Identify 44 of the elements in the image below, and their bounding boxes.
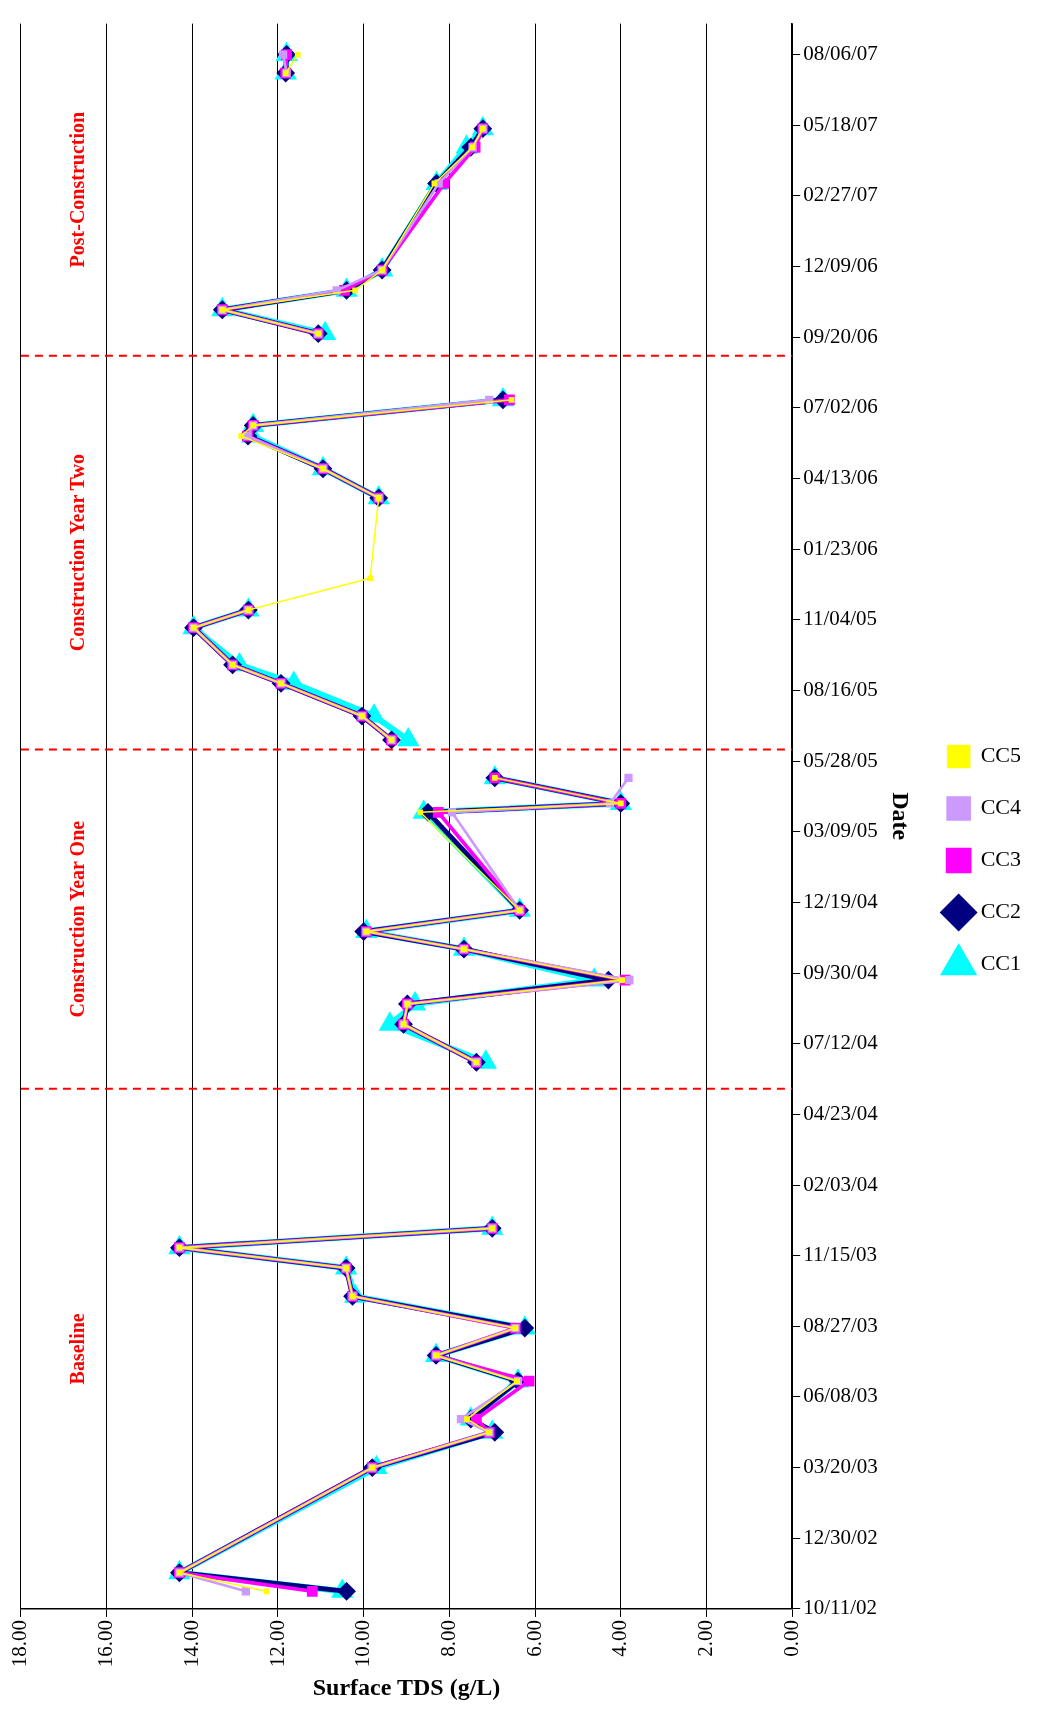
y-tick-label: 05/18/07: [803, 111, 878, 136]
x-tick-label: 0.00: [778, 1619, 803, 1657]
y-tick-label: 02/27/07: [803, 182, 878, 207]
x-tick-label: 4.00: [607, 1619, 632, 1657]
legend-label: CC3: [980, 846, 1022, 872]
x-tick-label: 18.00: [7, 1619, 32, 1668]
y-tick-label: 08/06/07: [803, 41, 878, 66]
y-tick-label: 11/15/03: [803, 1242, 878, 1267]
y-tick-label: 12/30/02: [803, 1524, 878, 1549]
y-tick-label: 11/04/05: [803, 606, 878, 631]
y-tick-label: 01/23/06: [803, 535, 878, 560]
x-tick-label: 8.00: [435, 1619, 460, 1657]
x-tick-label: 6.00: [521, 1619, 546, 1657]
y-tick-label: 07/02/06: [803, 394, 878, 419]
legend-label: CC4: [980, 794, 1022, 820]
annotation: Construction Year One: [66, 820, 89, 1018]
annotation: Post-Construction: [66, 111, 89, 268]
y-tick-label: 03/09/05: [803, 818, 878, 843]
y-tick-label: 10/11/02: [803, 1595, 878, 1620]
annotation: Baseline: [66, 1313, 89, 1385]
y-axis-title: Date: [888, 792, 915, 841]
y-tick-label: 09/20/06: [803, 323, 878, 348]
y-tick-label: 12/19/04: [803, 888, 879, 913]
annotation: Construction Year Two: [66, 454, 89, 652]
y-tick-label: 03/20/03: [803, 1454, 878, 1479]
y-tick-label: 08/27/03: [803, 1312, 878, 1337]
legend-label: CC1: [980, 950, 1022, 976]
x-tick-label: 14.00: [178, 1619, 203, 1668]
y-tick-label: 04/13/06: [803, 464, 878, 489]
y-tick-label: 07/12/04: [803, 1030, 879, 1055]
x-tick-label: 16.00: [93, 1619, 118, 1668]
y-tick-label: 12/09/06: [803, 253, 878, 277]
y-tick-label: 09/30/04: [803, 959, 879, 984]
y-tick-label: 06/08/03: [803, 1383, 878, 1408]
y-tick-label: 05/28/05: [803, 747, 878, 772]
y-tick-label: 04/23/04: [803, 1100, 879, 1125]
y-tick-label: 08/16/05: [803, 676, 878, 701]
x-tick-label: 12.00: [264, 1619, 289, 1668]
legend-label: CC5: [980, 742, 1022, 768]
legend-label: CC2: [980, 898, 1022, 924]
x-tick-label: 10.00: [350, 1619, 375, 1668]
x-tick-label: 2.00: [693, 1619, 717, 1657]
x-axis-title: Surface TDS (g/L): [312, 1673, 501, 1700]
y-tick-label: 02/03/04: [803, 1171, 879, 1196]
